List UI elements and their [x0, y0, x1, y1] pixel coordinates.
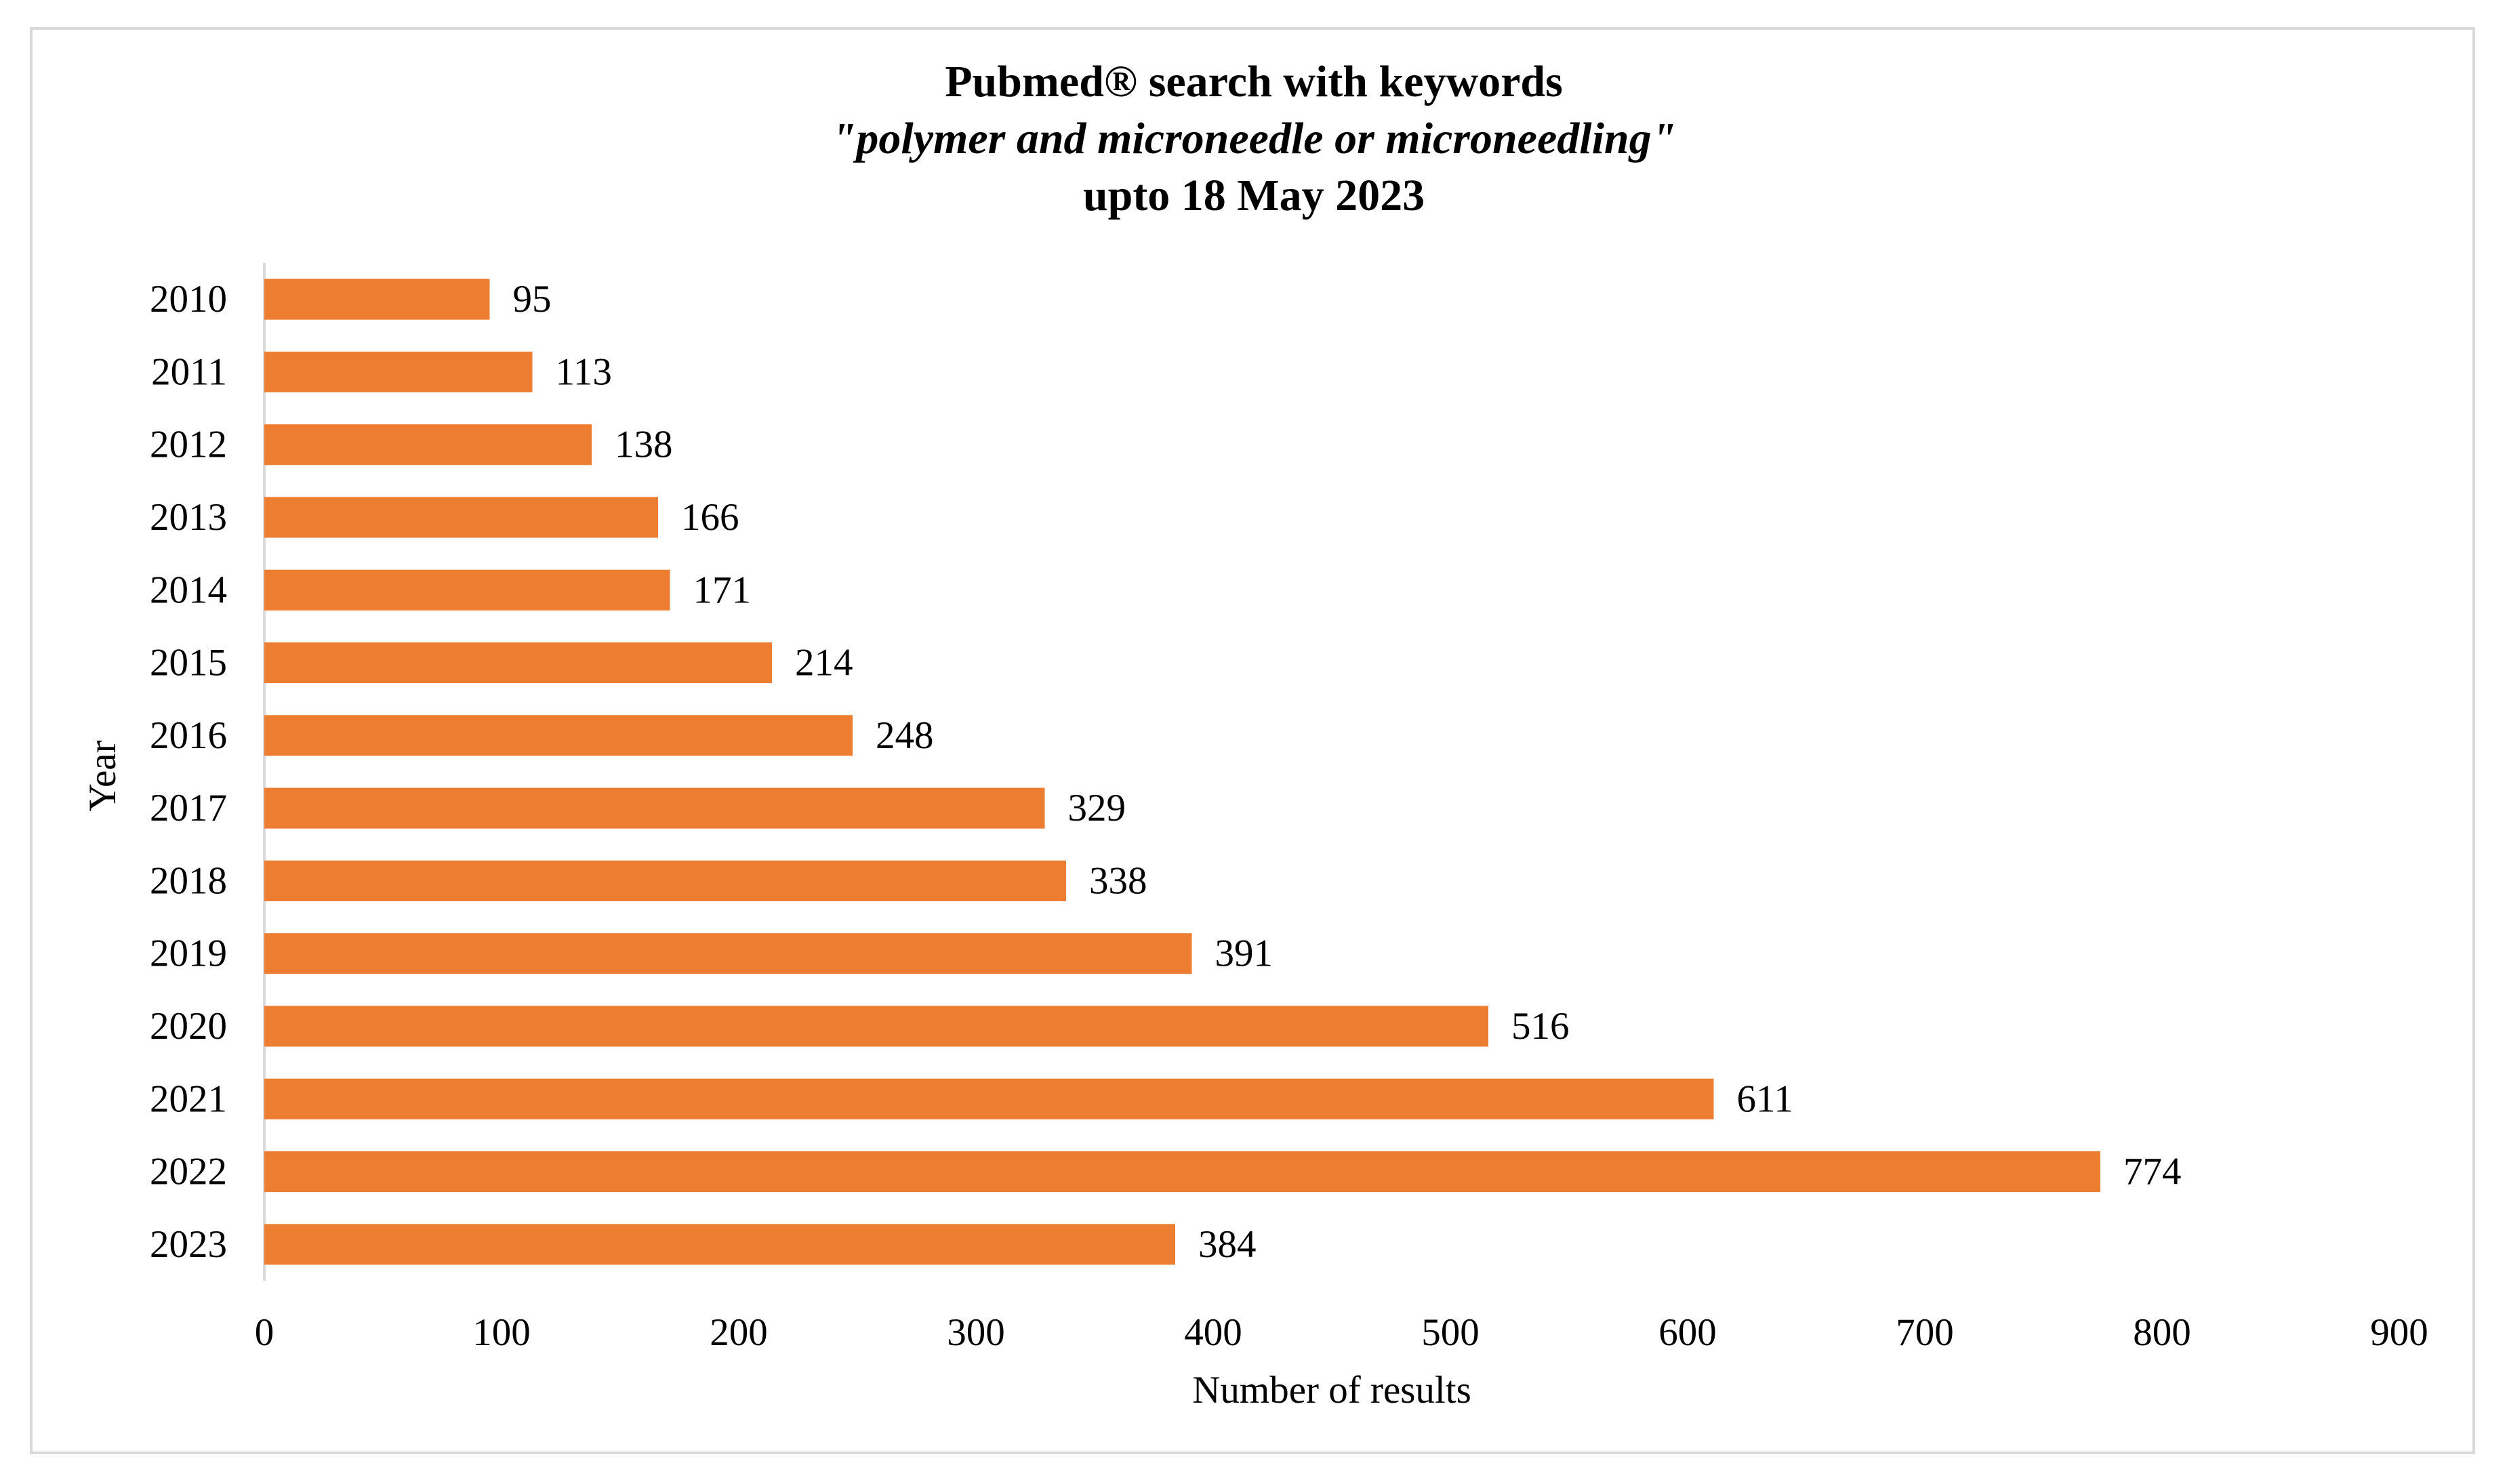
chart-title: Pubmed® search with keywords	[945, 57, 1563, 106]
category-label-2013: 2013	[150, 496, 227, 539]
data-label-2021: 611	[1737, 1077, 1793, 1120]
x-tick-label-0: 0	[255, 1311, 274, 1354]
bar-2021	[264, 1078, 1714, 1119]
y-axis-title: Year	[81, 740, 124, 811]
category-label-2011: 2011	[151, 350, 227, 393]
bar-2015	[264, 642, 772, 684]
data-label-2017: 329	[1068, 787, 1126, 829]
bar-2023	[264, 1224, 1175, 1265]
data-label-2015: 214	[795, 642, 853, 684]
category-label-2018: 2018	[150, 859, 227, 902]
bar-2011	[264, 351, 533, 392]
x-tick-label-900: 900	[2370, 1311, 2428, 1354]
data-label-2022: 774	[2123, 1151, 2182, 1193]
bar-2019	[264, 933, 1192, 974]
bar-2014	[264, 569, 670, 611]
category-label-2023: 2023	[150, 1223, 227, 1266]
chart-title-line3: upto 18 May 2023	[1083, 171, 1425, 220]
category-label-2016: 2016	[150, 714, 227, 757]
data-label-2011: 113	[556, 350, 612, 393]
category-label-2017: 2017	[150, 787, 227, 829]
data-label-2012: 138	[615, 424, 673, 466]
bar-2012	[264, 424, 592, 466]
x-tick-label-600: 600	[1658, 1311, 1717, 1354]
category-label-2012: 2012	[150, 424, 227, 466]
x-axis-ticks: 0 100 200 300 400 500 600 700 800 900	[255, 1311, 2428, 1354]
x-tick-label-800: 800	[2133, 1311, 2191, 1354]
x-tick-label-400: 400	[1184, 1311, 1242, 1354]
bar-2010	[264, 279, 490, 320]
category-label-2015: 2015	[150, 642, 227, 684]
category-label-2010: 2010	[150, 278, 227, 321]
data-label-2014: 171	[693, 569, 752, 611]
bar-2016	[264, 715, 853, 756]
x-tick-label-500: 500	[1421, 1311, 1480, 1354]
bar-2017	[264, 787, 1045, 829]
data-label-2010: 95	[513, 278, 552, 321]
data-label-2013: 166	[681, 496, 739, 539]
plot-area: 2010 95 2011 113 2012 138 2013 166 2014 171 2015 21…	[150, 263, 2182, 1281]
bar-2020	[264, 1006, 1488, 1047]
bar-2018	[264, 860, 1066, 901]
data-label-2016: 248	[876, 714, 934, 757]
category-label-2019: 2019	[150, 932, 227, 975]
x-tick-label-300: 300	[947, 1311, 1005, 1354]
data-label-2018: 338	[1089, 859, 1147, 902]
bar-2022	[264, 1151, 2100, 1193]
data-label-2023: 384	[1198, 1223, 1257, 1266]
data-label-2019: 391	[1215, 932, 1273, 975]
bar-2013	[264, 497, 658, 538]
x-tick-label-200: 200	[710, 1311, 768, 1354]
chart-subtitle: "polymer and microneedle or microneedlin…	[832, 114, 1677, 163]
x-axis-title: Number of results	[1192, 1369, 1471, 1411]
category-label-2014: 2014	[150, 569, 227, 611]
data-label-2020: 516	[1511, 1005, 1570, 1048]
chart-title-group: Pubmed® search with keywords "polymer an…	[832, 57, 1677, 220]
x-tick-label-700: 700	[1896, 1311, 1954, 1354]
category-label-2020: 2020	[150, 1005, 227, 1048]
category-label-2021: 2021	[150, 1077, 227, 1120]
x-tick-label-100: 100	[472, 1311, 531, 1354]
category-label-2022: 2022	[150, 1151, 227, 1193]
